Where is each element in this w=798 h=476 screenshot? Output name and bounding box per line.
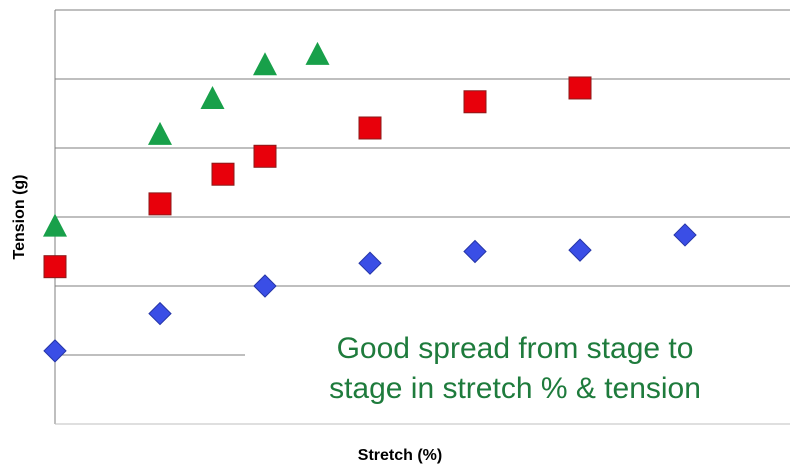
diamond-marker (358, 251, 382, 275)
x-axis-label: Stretch (%) (358, 447, 442, 464)
square-marker (568, 76, 592, 100)
triangle-marker (43, 213, 67, 237)
diamond-marker (463, 239, 487, 264)
square-marker (358, 116, 382, 140)
triangle-marker (305, 41, 330, 65)
square-marker (253, 144, 277, 168)
diamond-marker (43, 339, 67, 363)
square-marker (43, 255, 67, 279)
annotation: stage in stretch % & tension (329, 372, 701, 405)
annotation-box (245, 324, 790, 410)
annotation: Good spread from stage to (337, 332, 694, 365)
triangle-marker (253, 52, 277, 76)
square-marker (463, 90, 487, 114)
triangle-marker (148, 121, 172, 145)
diamond-marker (568, 238, 592, 262)
square-marker (211, 162, 235, 186)
y-axis-label: Tension (g) (11, 174, 28, 259)
diamond-marker (253, 274, 277, 298)
diamond-marker (148, 301, 172, 326)
square-marker (148, 192, 172, 216)
diamond-marker (673, 223, 697, 247)
triangle-marker (200, 86, 225, 110)
